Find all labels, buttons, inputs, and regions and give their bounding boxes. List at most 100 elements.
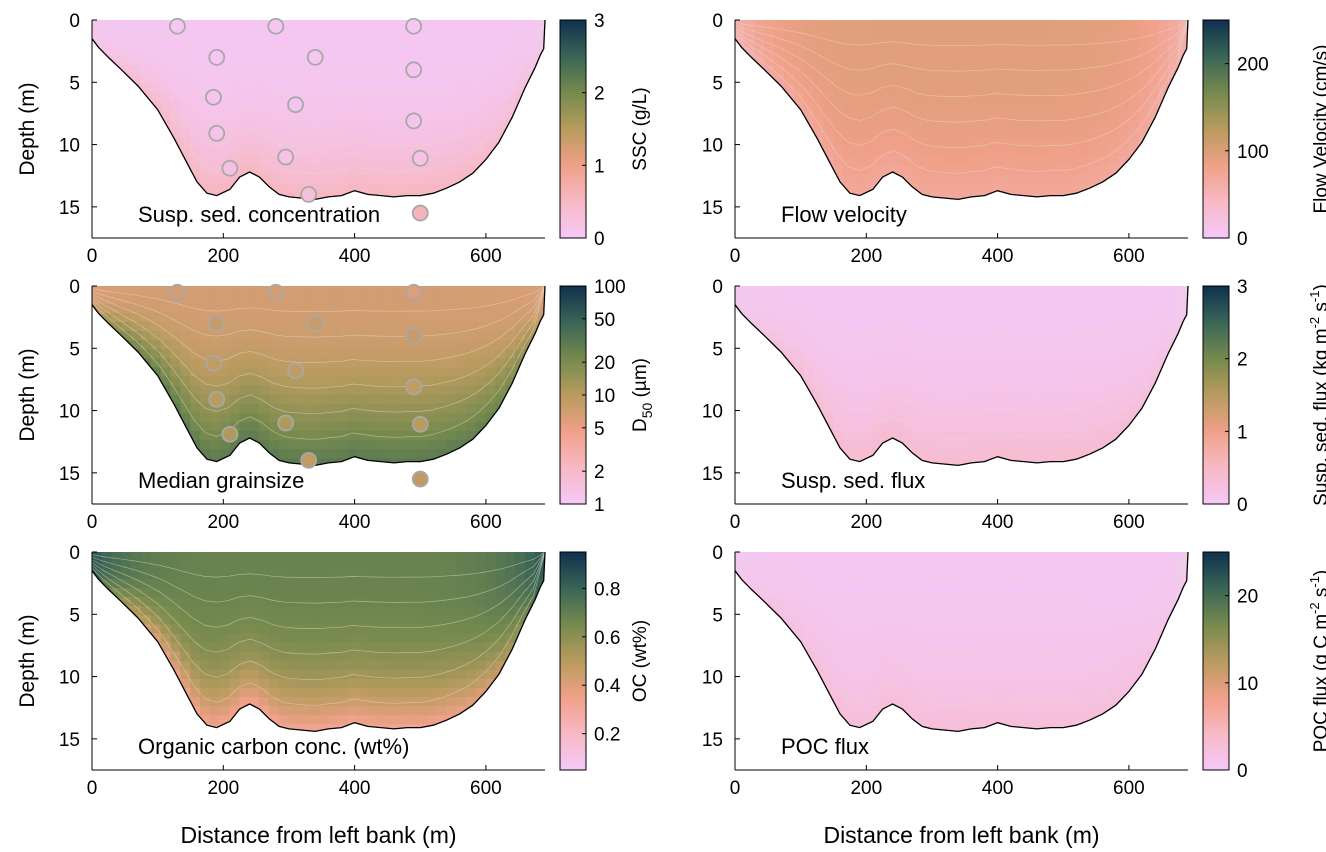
- field-cell: [921, 421, 933, 432]
- field-cell: [436, 412, 447, 423]
- field-cell: [1108, 322, 1120, 332]
- field-cell: [1010, 476, 1020, 486]
- field-cell: [921, 367, 933, 378]
- field-cell: [1020, 46, 1031, 57]
- field-cell: [328, 56, 339, 66]
- field-cell: [961, 210, 971, 220]
- field-cell: [1069, 449, 1080, 459]
- field-cell: [387, 449, 398, 459]
- field-cell: [843, 385, 854, 396]
- field-cell: [426, 65, 437, 75]
- field-cell: [170, 312, 181, 323]
- field-cell: [1070, 467, 1080, 477]
- field-cell: [160, 588, 172, 598]
- field-cell: [833, 119, 844, 130]
- field-cell: [278, 385, 290, 396]
- field-cell: [111, 449, 122, 459]
- field-cell: [1020, 146, 1031, 157]
- field-cell: [308, 229, 318, 239]
- field-cell: [783, 155, 795, 166]
- field-cell: [377, 431, 388, 441]
- colorbar-tick-label: 1: [594, 495, 605, 516]
- field-cell: [515, 431, 526, 441]
- field-cell: [951, 37, 962, 48]
- field-cell: [288, 394, 300, 405]
- field-cell: [180, 761, 190, 771]
- field-cell: [1020, 349, 1031, 359]
- sample-point: [267, 17, 285, 35]
- field-cell: [803, 458, 815, 466]
- field-cell: [843, 229, 853, 239]
- field-cell: [456, 376, 467, 387]
- field-cell: [744, 440, 755, 450]
- field-cell: [931, 20, 943, 30]
- field-cell: [337, 421, 349, 432]
- field-cell: [921, 412, 933, 423]
- field-cell: [1079, 312, 1090, 323]
- field-cell: [961, 286, 972, 296]
- colorbar-tick-label: 50: [594, 310, 615, 331]
- field-cell: [1010, 192, 1021, 200]
- field-cell: [220, 761, 230, 771]
- field-cell: [863, 229, 873, 239]
- field-cell: [140, 578, 152, 589]
- field-cell: [534, 101, 545, 112]
- field-cell: [140, 101, 152, 112]
- field-cell: [1118, 20, 1130, 30]
- field-cell: [140, 560, 152, 571]
- field-cell: [259, 28, 270, 39]
- field-cell: [328, 294, 339, 305]
- field-cell: [951, 220, 961, 230]
- field-cell: [170, 92, 181, 103]
- field-cell: [1000, 37, 1012, 48]
- field-cell: [1138, 56, 1149, 66]
- field-cell: [534, 385, 545, 396]
- field-cell: [101, 312, 112, 323]
- contour-line: [92, 20, 545, 149]
- field-cell: [1079, 394, 1090, 405]
- field-cell: [882, 431, 893, 441]
- field-cell: [249, 174, 260, 184]
- field-cell: [367, 394, 378, 405]
- field-cell: [1079, 331, 1090, 341]
- field-cell: [1049, 92, 1061, 103]
- field-cell: [101, 642, 112, 653]
- field-cell: [160, 440, 172, 450]
- field-cell: [446, 56, 457, 66]
- field-cell: [446, 220, 456, 230]
- field-cell: [990, 331, 1002, 341]
- field-cell: [774, 155, 785, 166]
- field-cell: [911, 421, 923, 432]
- field-cell: [219, 358, 231, 369]
- field-cell: [1109, 210, 1119, 220]
- field-cell: [1030, 192, 1041, 200]
- field-cell: [852, 449, 864, 459]
- field-cell: [387, 385, 398, 396]
- field-cell: [426, 421, 437, 432]
- field-cell: [892, 303, 903, 314]
- field-cell: [931, 137, 943, 148]
- field-cell: [921, 431, 933, 441]
- field-cell: [239, 376, 250, 387]
- field-cell: [990, 367, 1002, 378]
- field-cell: [239, 340, 250, 350]
- field-cell: [111, 146, 122, 157]
- field-cell: [1118, 46, 1130, 57]
- field-cell: [367, 421, 378, 432]
- field-cell: [1118, 92, 1130, 103]
- field-cell: [268, 119, 280, 130]
- field-cell: [980, 74, 992, 84]
- field-cell: [200, 349, 211, 359]
- field-cell: [367, 495, 377, 505]
- field-cell: [358, 486, 368, 496]
- field-cell: [783, 119, 795, 130]
- field-cell: [902, 37, 913, 48]
- field-cell: [1108, 192, 1120, 200]
- field-cell: [131, 174, 142, 184]
- field-cell: [259, 349, 270, 359]
- field-cell: [190, 588, 201, 598]
- field-cell: [1079, 340, 1090, 350]
- field-cell: [1000, 155, 1012, 166]
- field-cell: [426, 46, 437, 57]
- field-cell: [131, 706, 142, 716]
